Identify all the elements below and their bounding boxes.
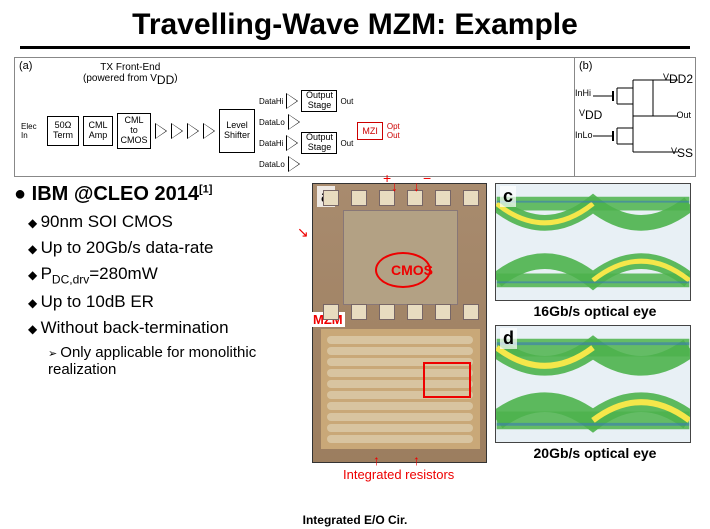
block-50ohm: 50Ω Term — [47, 116, 79, 146]
block-level-shifter: Level Shifter — [219, 109, 255, 153]
buffer-icon — [171, 123, 183, 139]
pdc-sub: DC,drv — [52, 272, 89, 286]
block-cml-amp: CML Amp — [83, 116, 113, 146]
out-label: Out — [676, 110, 691, 120]
integrated-resistors-label: Integrated resistors — [343, 467, 454, 482]
vdd2-label: VDD2 — [663, 72, 693, 86]
panel-d-label: d — [500, 328, 517, 349]
panel-a: (a) TX Front-End (powered from VDD) Elec… — [15, 58, 575, 176]
buffer-icon — [187, 123, 199, 139]
bullet-item: Up to 20Gb/s data-rate — [28, 238, 304, 258]
up-arrow-icon: ↑ — [373, 452, 380, 468]
bond-pad — [435, 304, 451, 320]
bond-pad — [323, 190, 339, 206]
elec-in-label: Elec In — [21, 122, 43, 140]
block-cml-to-cmos: CML to CMOS — [117, 113, 151, 149]
datalo-label: DataLo — [259, 160, 285, 169]
main-bullet-ref: [1] — [199, 183, 212, 195]
eye-pattern-icon — [496, 184, 690, 300]
waveguide-line — [327, 435, 473, 443]
buffer-icon — [288, 114, 300, 130]
eye-20g-caption: 20Gb/s optical eye — [495, 445, 695, 461]
bond-pad — [407, 304, 423, 320]
vdd-label: VDD — [579, 108, 602, 122]
inhi-label: InHi — [575, 88, 591, 98]
arrow-icon: ↘ — [297, 224, 309, 241]
opt-out-label: Opt Out — [387, 122, 400, 140]
out-label: Out — [340, 97, 353, 106]
bullet-item: 90nm SOI CMOS — [28, 212, 304, 232]
datalo-label: DataLo — [259, 118, 285, 127]
sub-bullet-item: Only applicable for monolithic realizati… — [48, 344, 304, 378]
waveguide-line — [327, 347, 473, 355]
panel-b: (b) InHi InLo VDD VDD2 Out VSS — [575, 58, 695, 176]
panel-a-label: (a) — [19, 60, 32, 72]
bottom-row: ● IBM @CLEO 2014[1] 90nm SOI CMOS Up to … — [0, 183, 710, 463]
inlo-label: InLo — [575, 130, 593, 140]
block-output-stage: Output Stage — [301, 132, 337, 154]
eye-16g-caption: 16Gb/s optical eye — [495, 303, 695, 319]
waveguide-line — [327, 402, 473, 410]
up-arrow-icon: ↑ — [413, 452, 420, 468]
cmos-label: CMOS — [391, 262, 433, 278]
buffer-icon — [286, 93, 298, 109]
eye-diagrams: c 16Gb/s optical eye d — [495, 183, 695, 463]
buffer-icon — [155, 123, 167, 139]
out-label: Out — [340, 139, 353, 148]
pdc-pre: P — [41, 264, 52, 283]
eye-diagram-16g: c — [495, 183, 691, 301]
footer-text: Integrated E/O Cir. — [0, 513, 710, 527]
chip-micrograph: a CMOS MZM + − ↓ ↓ ↘ ↑ ↑ Integrated resi… — [312, 183, 487, 463]
bond-pad — [351, 304, 367, 320]
bond-pad — [463, 190, 479, 206]
buffer-icon — [203, 123, 215, 139]
bullet-list: ● IBM @CLEO 2014[1] 90nm SOI CMOS Up to … — [14, 183, 304, 463]
pdc-post: =280mW — [89, 264, 158, 283]
txfe-line1: TX Front-End — [100, 62, 160, 73]
txfe-label: TX Front-End (powered from VDD) — [83, 62, 178, 87]
bond-pad — [463, 304, 479, 320]
bond-pad — [435, 190, 451, 206]
panel-c-label: c — [500, 186, 516, 207]
eye-pattern-icon — [496, 326, 690, 442]
bond-pad — [323, 304, 339, 320]
panel-b-label: (b) — [579, 60, 592, 72]
datahi-label: DataHi — [259, 139, 283, 148]
bond-pad — [351, 190, 367, 206]
waveguide-line — [327, 413, 473, 421]
plus-label: + — [383, 170, 391, 186]
bullet-item: Without back-termination — [28, 318, 304, 338]
bullet-item: PDC,drv=280mW — [28, 264, 304, 286]
datahi-label: DataHi — [259, 97, 283, 106]
txfe-line2a: (powered from V — [83, 73, 157, 84]
minus-label: − — [423, 170, 431, 186]
buffer-icon — [286, 135, 298, 151]
mzi-block: MZI — [357, 122, 383, 140]
waveguide-line — [327, 424, 473, 432]
down-arrow-icon: ↓ — [391, 178, 398, 194]
bullet-item: Up to 10dB ER — [28, 292, 304, 312]
top-figure: (a) TX Front-End (powered from VDD) Elec… — [14, 57, 696, 177]
main-bullet-text: IBM @CLEO 2014 — [32, 183, 199, 205]
txfe-vdd-sub: DD — [157, 73, 174, 87]
title-underline — [20, 46, 690, 49]
block-output-stage: Output Stage — [301, 90, 337, 112]
buffer-icon — [288, 156, 300, 172]
output-stack: DataHi Output Stage Out DataLo DataHi Ou… — [259, 90, 353, 172]
waveguide-line — [327, 336, 473, 344]
bond-pad — [379, 304, 395, 320]
resistor-annotation-box — [423, 362, 471, 398]
down-arrow-icon: ↓ — [413, 178, 420, 194]
main-bullet: ● IBM @CLEO 2014[1] — [14, 183, 304, 206]
block-chain: Elec In 50Ω Term CML Amp CML to CMOS Lev… — [21, 90, 568, 172]
slide-title: Travelling-Wave MZM: Example — [0, 0, 710, 46]
vss-label: VSS — [671, 146, 693, 160]
txfe-line2b: ) — [174, 73, 177, 84]
eye-diagram-20g: d — [495, 325, 691, 443]
